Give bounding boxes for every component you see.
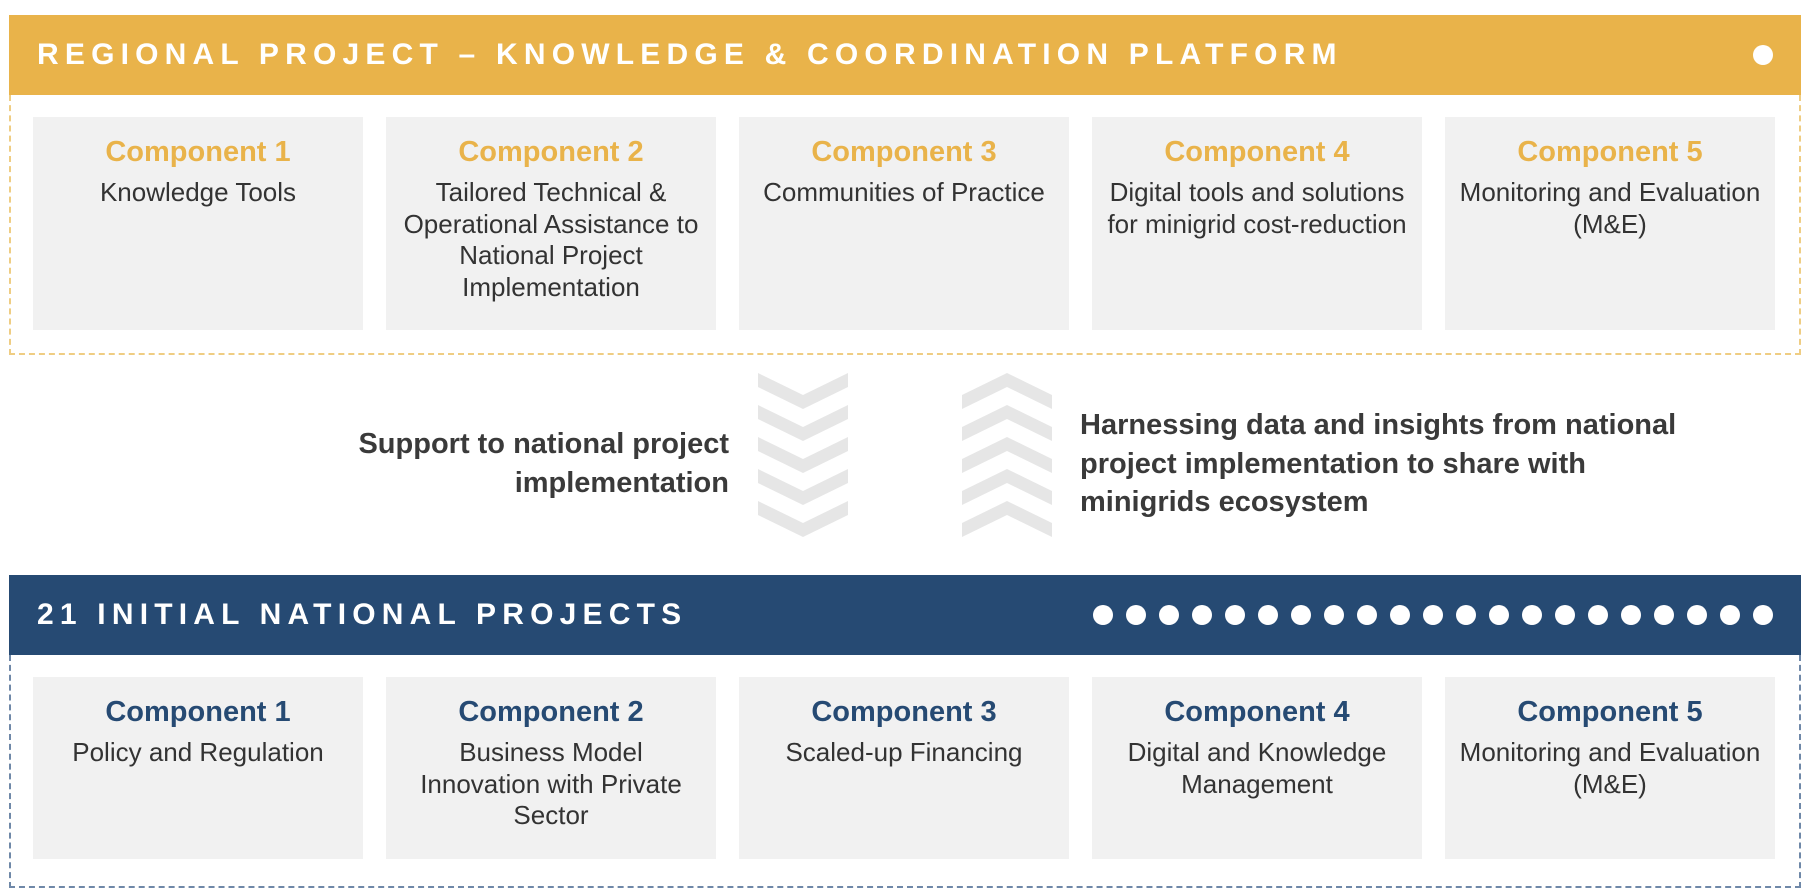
regional-component-card: Component 4 Digital tools and solutions … <box>1092 117 1422 330</box>
national-components: Component 1 Policy and Regulation Compon… <box>33 677 1775 859</box>
national-component-card: Component 4 Digital and Knowledge Manage… <box>1092 677 1422 859</box>
regional-dot-icon <box>1753 45 1773 65</box>
national-project-dot-icon <box>1687 605 1707 625</box>
chevron-up-icon <box>962 373 1052 537</box>
component-description: Communities of Practice <box>763 177 1045 207</box>
component-description: Monitoring and Evaluation (M&E) <box>1459 177 1761 239</box>
national-project-dot-icon <box>1258 605 1278 625</box>
national-project-dot-icon <box>1324 605 1344 625</box>
national-component-card: Component 1 Policy and Regulation <box>33 677 363 859</box>
national-project-dots <box>1093 605 1773 625</box>
national-project-dot-icon <box>1225 605 1245 625</box>
national-project-dot-icon <box>1489 605 1509 625</box>
component-description: Digital tools and solutions for minigrid… <box>1107 177 1407 239</box>
component-title: Component 4 <box>1164 696 1350 728</box>
regional-components: Component 1 Knowledge Tools Component 2 … <box>33 117 1775 330</box>
component-description: Monitoring and Evaluation (M&E) <box>1459 737 1761 799</box>
component-title: Component 2 <box>458 136 644 168</box>
national-projects-banner: 21 INITIAL NATIONAL PROJECTS <box>9 575 1801 655</box>
component-description: Scaled-up Financing <box>785 737 1023 767</box>
regional-component-card: Component 3 Communities of Practice <box>739 117 1069 330</box>
national-project-dot-icon <box>1126 605 1146 625</box>
national-project-dot-icon <box>1093 605 1113 625</box>
regional-component-card: Component 5 Monitoring and Evaluation (M… <box>1445 117 1775 330</box>
national-project-dot-icon <box>1753 605 1773 625</box>
national-project-dot-icon <box>1555 605 1575 625</box>
national-component-card: Component 5 Monitoring and Evaluation (M… <box>1445 677 1775 859</box>
support-flow-label: Support to national project implementati… <box>358 428 729 499</box>
component-title: Component 4 <box>1164 136 1350 168</box>
regional-components-frame <box>9 95 1801 355</box>
national-component-card: Component 3 Scaled-up Financing <box>739 677 1069 859</box>
regional-project-banner: REGIONAL PROJECT – KNOWLEDGE & COORDINAT… <box>9 15 1801 95</box>
component-description: Knowledge Tools <box>99 177 297 207</box>
regional-dots <box>1753 45 1773 65</box>
chevron-down-icon <box>758 373 848 537</box>
national-project-dot-icon <box>1456 605 1476 625</box>
component-title: Component 2 <box>458 696 644 728</box>
component-title: Component 3 <box>811 696 997 728</box>
regional-project-title: REGIONAL PROJECT – KNOWLEDGE & COORDINAT… <box>37 38 1343 71</box>
component-title: Component 5 <box>1517 136 1703 168</box>
national-components-frame <box>9 655 1801 888</box>
component-description: Policy and Regulation <box>72 737 324 767</box>
component-title: Component 1 <box>105 136 291 168</box>
national-project-dot-icon <box>1423 605 1443 625</box>
national-project-dot-icon <box>1720 605 1740 625</box>
national-projects-title: 21 INITIAL NATIONAL PROJECTS <box>37 598 688 631</box>
component-description: Tailored Technical & Operational Assista… <box>403 177 699 302</box>
component-title: Component 1 <box>105 696 291 728</box>
component-description: Business Model Innovation with Private S… <box>420 737 682 830</box>
national-project-dot-icon <box>1390 605 1410 625</box>
insights-flow-label: Harnessing data and insights from nation… <box>1080 409 1677 518</box>
component-description: Digital and Knowledge Management <box>1127 737 1387 799</box>
national-project-dot-icon <box>1357 605 1377 625</box>
national-project-dot-icon <box>1621 605 1641 625</box>
component-title: Component 3 <box>811 136 997 168</box>
national-component-card: Component 2 Business Model Innovation wi… <box>386 677 716 859</box>
national-project-dot-icon <box>1522 605 1542 625</box>
regional-component-card: Component 2 Tailored Technical & Operati… <box>386 117 716 330</box>
regional-component-card: Component 1 Knowledge Tools <box>33 117 363 330</box>
national-project-dot-icon <box>1192 605 1212 625</box>
national-project-dot-icon <box>1588 605 1608 625</box>
component-title: Component 5 <box>1517 696 1703 728</box>
national-project-dot-icon <box>1159 605 1179 625</box>
national-project-dot-icon <box>1654 605 1674 625</box>
national-project-dot-icon <box>1291 605 1311 625</box>
